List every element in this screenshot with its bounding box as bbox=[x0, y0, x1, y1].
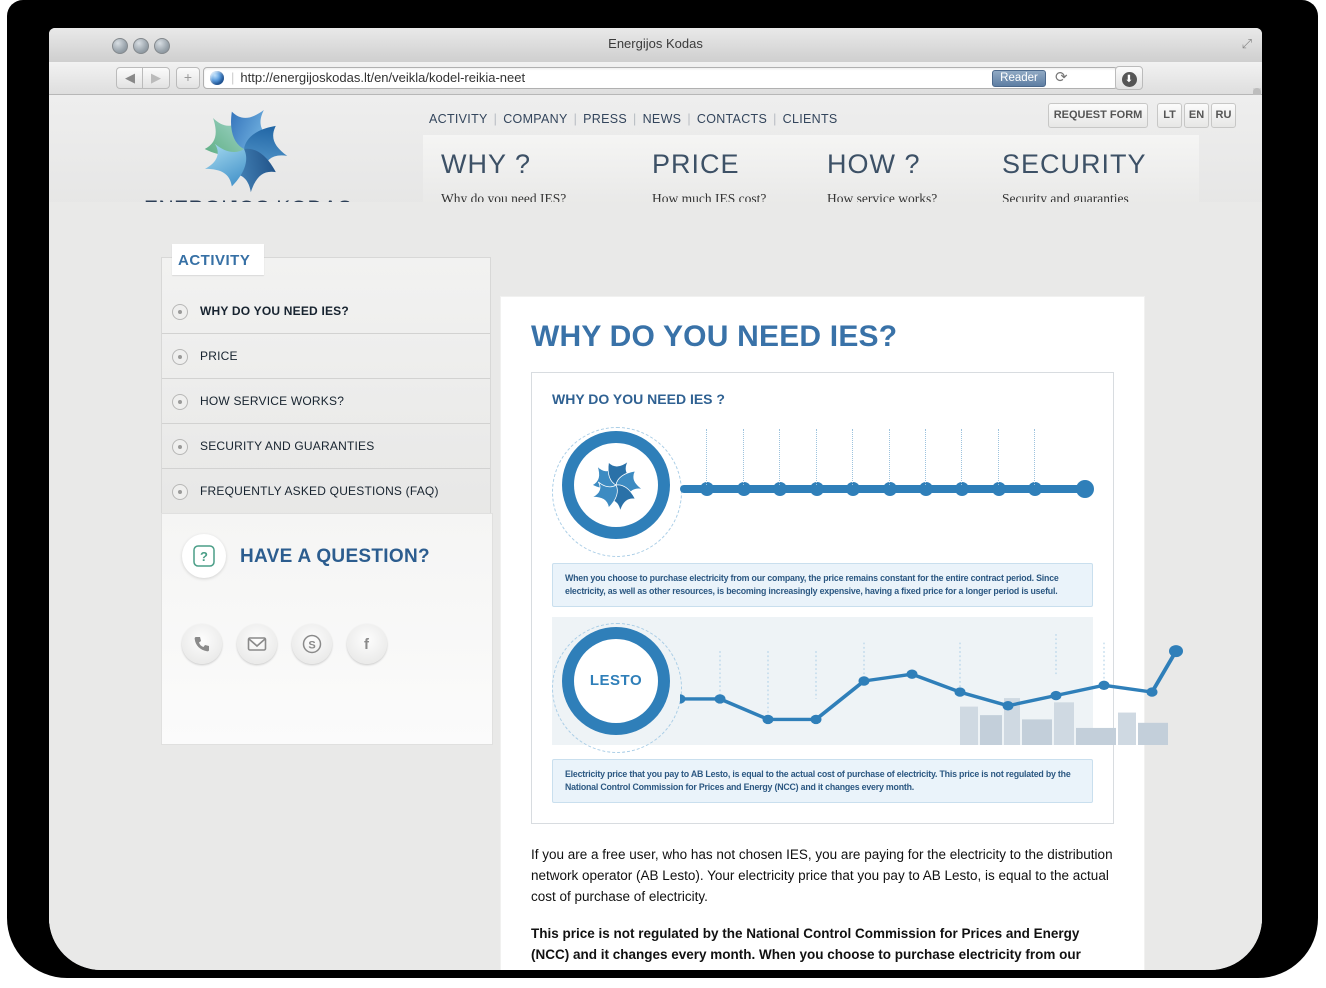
svg-text:?: ? bbox=[200, 549, 208, 564]
svg-text:S: S bbox=[308, 640, 315, 652]
svg-text:f: f bbox=[364, 636, 370, 653]
